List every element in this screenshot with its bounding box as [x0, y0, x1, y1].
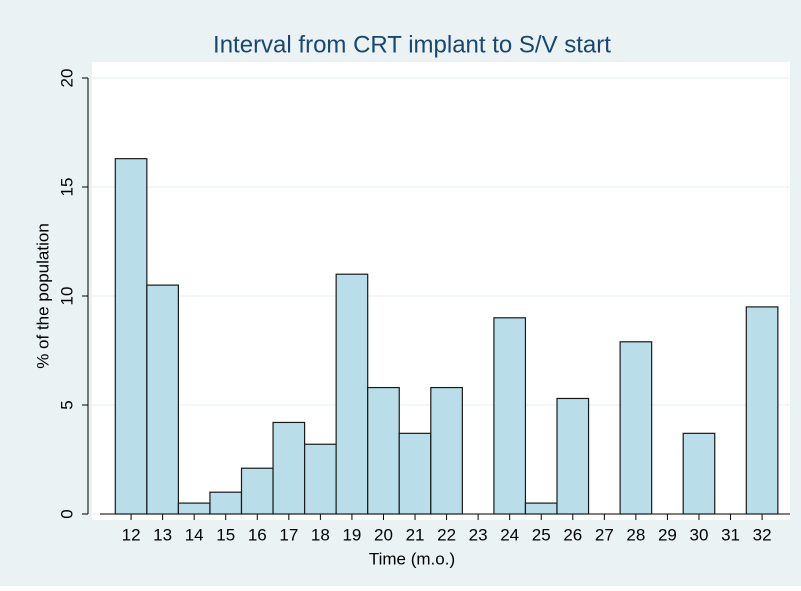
bar — [524, 502, 558, 515]
x-tick-label: 13 — [153, 525, 172, 544]
bar — [209, 491, 243, 515]
x-tick-label: 27 — [595, 525, 614, 544]
x-tick-label: 21 — [406, 525, 425, 544]
x-tick-label: 31 — [721, 525, 740, 544]
x-tick-label: 16 — [248, 525, 267, 544]
y-tick-label: 20 — [57, 69, 76, 88]
bar — [556, 397, 590, 515]
bar — [146, 284, 180, 515]
x-tick-label: 12 — [122, 525, 141, 544]
y-tick-label: 0 — [57, 509, 76, 518]
x-tick-label: 29 — [658, 525, 677, 544]
bar — [745, 306, 779, 515]
bar — [272, 421, 306, 515]
bar — [240, 467, 274, 515]
x-tick-label: 30 — [690, 525, 709, 544]
x-tick-label: 24 — [500, 525, 519, 544]
y-tick-label: 5 — [57, 400, 76, 409]
y-tick-label: 15 — [57, 178, 76, 197]
bar — [335, 273, 369, 515]
bar — [493, 317, 527, 515]
x-tick-label: 15 — [216, 525, 235, 544]
bar — [398, 432, 432, 515]
x-tick-label: 32 — [753, 525, 772, 544]
bar — [114, 158, 148, 515]
x-tick-label: 20 — [374, 525, 393, 544]
x-tick-label: 14 — [185, 525, 204, 544]
chart-title: Interval from CRT implant to S/V start — [213, 31, 611, 58]
x-tick-label: 28 — [626, 525, 645, 544]
bar — [367, 386, 400, 515]
bar — [619, 341, 653, 515]
x-tick-label: 23 — [469, 525, 488, 544]
y-tick-label: 10 — [57, 287, 76, 306]
x-tick-label: 25 — [532, 525, 551, 544]
x-tick-label: 17 — [279, 525, 298, 544]
x-tick-label: 22 — [437, 525, 456, 544]
bar — [682, 432, 716, 515]
y-axis-label: % of the population — [33, 223, 52, 369]
bar — [177, 502, 211, 515]
bar — [430, 386, 463, 515]
x-tick-label: 26 — [563, 525, 582, 544]
x-tick-label: 18 — [311, 525, 330, 544]
bar — [304, 443, 337, 515]
x-tick-label: 19 — [342, 525, 361, 544]
x-axis-label: Time (m.o.) — [369, 549, 455, 568]
